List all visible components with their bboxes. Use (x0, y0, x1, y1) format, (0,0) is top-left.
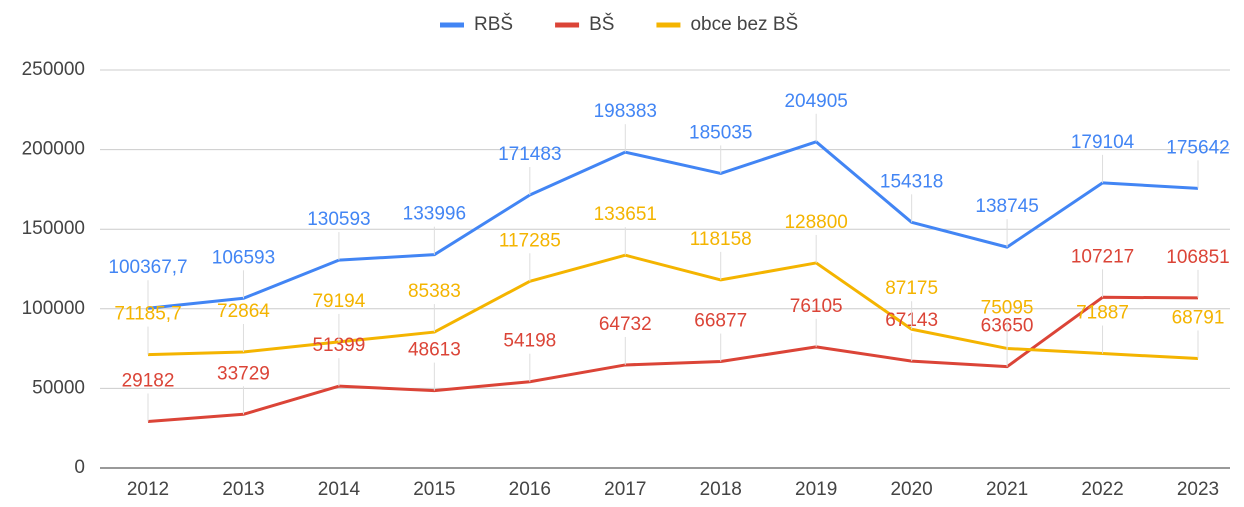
data-label: 154318 (880, 171, 943, 192)
data-label: 29182 (122, 371, 175, 392)
y-tick-label: 150000 (22, 218, 85, 239)
data-label: 133996 (403, 204, 466, 225)
data-label: 71887 (1076, 303, 1129, 324)
data-label: 106593 (212, 247, 275, 268)
data-label: 204905 (784, 91, 847, 112)
x-tick-label: 2014 (318, 479, 361, 500)
legend-label: BŠ (589, 13, 614, 35)
y-tick-label: 100000 (22, 298, 85, 319)
y-tick-label: 0 (74, 457, 85, 478)
x-tick-label: 2021 (986, 479, 1028, 500)
data-label: 76105 (790, 296, 843, 317)
data-label: 198383 (594, 101, 657, 122)
x-tick-label: 2022 (1081, 479, 1123, 500)
data-label: 66877 (694, 311, 747, 332)
data-label: 48613 (408, 340, 461, 361)
data-label: 79194 (312, 291, 365, 312)
y-tick-label: 250000 (22, 59, 85, 80)
data-label: 117285 (499, 230, 561, 251)
series-line (147, 140, 1199, 310)
data-label: 185035 (689, 122, 752, 143)
x-tick-label: 2017 (604, 479, 646, 500)
x-tick-label: 2018 (700, 479, 742, 500)
legend-label: RBŠ (474, 13, 513, 35)
data-label: 68791 (1172, 308, 1225, 329)
data-label: 72864 (217, 301, 270, 322)
data-label: 64732 (599, 314, 652, 335)
y-tick-label: 200000 (22, 139, 85, 160)
data-label: 85383 (408, 281, 461, 302)
data-label: 100367,7 (108, 257, 187, 278)
x-tick-label: 2016 (509, 479, 551, 500)
data-label: 33729 (217, 363, 270, 384)
data-label: 128800 (784, 212, 847, 233)
data-label: 87175 (885, 278, 938, 299)
data-label: 130593 (307, 209, 370, 230)
data-label: 107217 (1071, 246, 1134, 267)
y-tick-label: 50000 (32, 377, 85, 398)
x-tick-label: 2020 (890, 479, 932, 500)
data-label: 138745 (975, 196, 1038, 217)
legend-label: obce bez BŠ (690, 13, 798, 35)
series-line (147, 295, 1199, 424)
series-line (147, 253, 1199, 360)
data-label: 118158 (690, 229, 752, 250)
data-label: 133651 (594, 204, 657, 225)
data-label: 51399 (312, 335, 365, 356)
data-label: 75095 (981, 297, 1034, 318)
data-label: 175642 (1166, 137, 1229, 158)
x-tick-label: 2012 (127, 479, 169, 500)
x-tick-label: 2015 (413, 479, 455, 500)
data-label: 106851 (1166, 247, 1229, 268)
x-tick-label: 2013 (222, 479, 264, 500)
data-label: 54198 (503, 331, 556, 352)
data-label: 179104 (1071, 132, 1135, 153)
x-tick-label: 2019 (795, 479, 837, 500)
data-label: 171483 (498, 144, 561, 165)
x-tick-label: 2023 (1177, 479, 1219, 500)
data-label: 71185,7 (114, 304, 181, 325)
